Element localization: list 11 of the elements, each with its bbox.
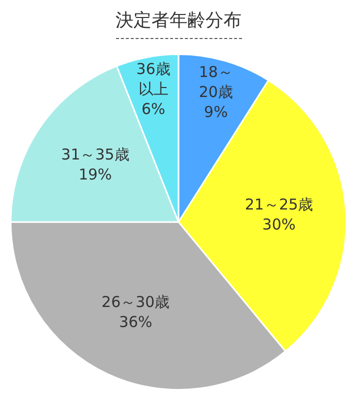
data-label: 19% — [78, 165, 112, 184]
data-label: 30% — [262, 216, 296, 234]
slice-label: 36歳以上 — [136, 60, 170, 98]
data-label: 9% — [204, 103, 228, 122]
slice-label: 21～25歳 — [244, 196, 314, 214]
data-label: 36% — [118, 312, 152, 331]
slice-label: 18～20歳 — [198, 63, 233, 102]
data-label: 6% — [141, 100, 166, 118]
slice-label: 26～30歳 — [102, 292, 170, 311]
slice-label: 31～35歳 — [61, 145, 130, 164]
chart-title: 決定者年齢分布 — [116, 8, 242, 39]
